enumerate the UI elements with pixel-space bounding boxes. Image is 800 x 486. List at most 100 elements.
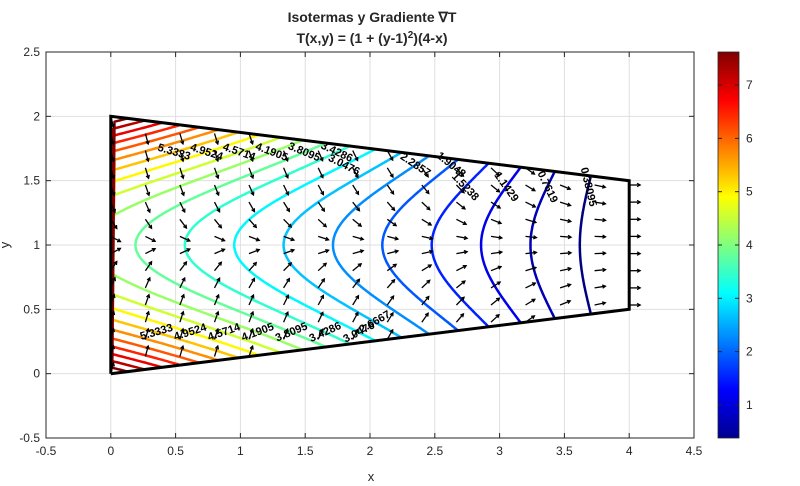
gradient-arrowhead [354,174,359,179]
gradient-arrow [179,235,191,242]
gradient-arrowhead [391,278,396,284]
gradient-arrow [559,283,571,289]
gradient-arrow [283,262,292,272]
gradient-arrow [110,247,121,255]
gradient-arrowhead [460,172,465,178]
gradient-arrow [248,218,257,228]
gradient-arrow [421,312,429,323]
gradient-arrowhead [186,248,192,253]
y-tick-label: 1.5 [23,174,40,188]
gradient-arrow [490,314,500,323]
gradient-arrowhead [319,174,324,179]
gradient-arrow [352,184,360,195]
gradient-arrowhead [286,277,291,283]
gradient-arrowhead [214,157,220,163]
gradient-arrow [283,278,290,289]
gradient-arrowhead [354,328,359,334]
colorbar-tick-label: 5 [746,185,753,199]
gradient-arrow [386,167,394,178]
gradient-arrow [352,150,359,161]
gradient-arrowhead [216,276,221,282]
x-tick-label: 4 [626,444,633,458]
gradient-arrowhead [389,173,394,179]
gradient-arrow [317,167,324,178]
gradient-arrow [455,167,464,177]
gradient-arrowhead [425,295,430,301]
gradient-arrowhead [321,277,326,283]
gradient-arrowhead [320,294,324,299]
gradient-arrow [421,235,433,240]
gradient-arrowhead [113,224,118,230]
gradient-arrow [352,167,359,178]
gradient-arrow [456,265,467,272]
y-tick-label: 2 [33,109,40,123]
gradient-arrowhead [321,207,326,213]
gradient-arrowhead [249,157,254,163]
gradient-arrow [490,297,500,306]
gradient-arrow [386,218,397,227]
gradient-arrowhead [250,293,255,299]
gradient-arrowhead [322,223,328,228]
gradient-arrow [456,235,468,239]
gradient-arrow [490,265,502,272]
gradient-arrowhead [148,260,153,266]
gradient-arrow [213,184,220,196]
gradient-arrow [352,249,364,255]
gradient-arrow [144,294,150,306]
gradient-arrowhead [215,310,220,316]
gradient-arrow [594,218,606,222]
gradient-arrow [594,285,606,289]
gradient-arrowhead [497,220,503,225]
x-tick-label: -0.5 [36,444,57,458]
gradient-arrow [144,133,149,145]
gradient-arrowhead [255,248,261,253]
gradient-arrow [179,167,184,179]
gradient-arrow [421,264,432,272]
gradient-arrowhead [252,261,258,267]
gradient-arrowhead [567,266,573,272]
gradient-arrow [352,218,362,227]
gradient-arrow [213,345,219,357]
gradient-arrowhead [497,265,503,270]
gradient-arrow [317,262,327,272]
gradient-arrowhead [357,263,363,268]
gradient-arrow [317,278,325,289]
gradient-arrow [282,150,289,162]
gradient-arrowhead [250,191,255,197]
gradient-arrowhead [252,223,258,229]
gradient-arrowhead [180,310,185,316]
gradient-arrowhead [249,344,254,350]
gradient-arrow [490,167,500,176]
gradient-arrow [214,248,225,255]
gradient-arrow [144,167,150,179]
gradient-arrow [490,281,501,289]
gradient-arrowhead [145,157,150,163]
contour-lines [109,117,592,373]
gradient-arrowhead [180,327,185,333]
gradient-arrow [456,251,468,255]
gradient-arrow [179,311,184,323]
gradient-arrow [594,302,606,306]
gradient-arrowhead [355,190,360,196]
gradient-arrowhead [532,219,538,224]
x-tick-label: 3 [496,444,503,458]
gradient-arrowhead [180,140,185,146]
gradient-arrowhead [186,237,192,242]
gradient-arrowhead [357,222,363,227]
gradient-arrow [179,328,184,340]
gradient-arrow [386,184,395,195]
gradient-arrowhead [389,328,394,334]
gradient-arrow [594,268,606,272]
gradient-arrowhead [180,174,185,180]
gradient-arrowhead [111,191,116,197]
gradient-arrowhead [427,221,433,226]
gradient-arrow [317,235,329,241]
gradient-arrowhead [602,267,607,273]
colorbar-tick-label: 6 [746,131,753,145]
gradient-arrowhead [636,268,642,273]
gradient-arrow [179,248,191,255]
gradient-arrowhead [531,298,536,303]
gradient-arrowhead [391,206,396,212]
gradient-arrow [179,277,186,289]
gradient-arrow [179,184,185,196]
